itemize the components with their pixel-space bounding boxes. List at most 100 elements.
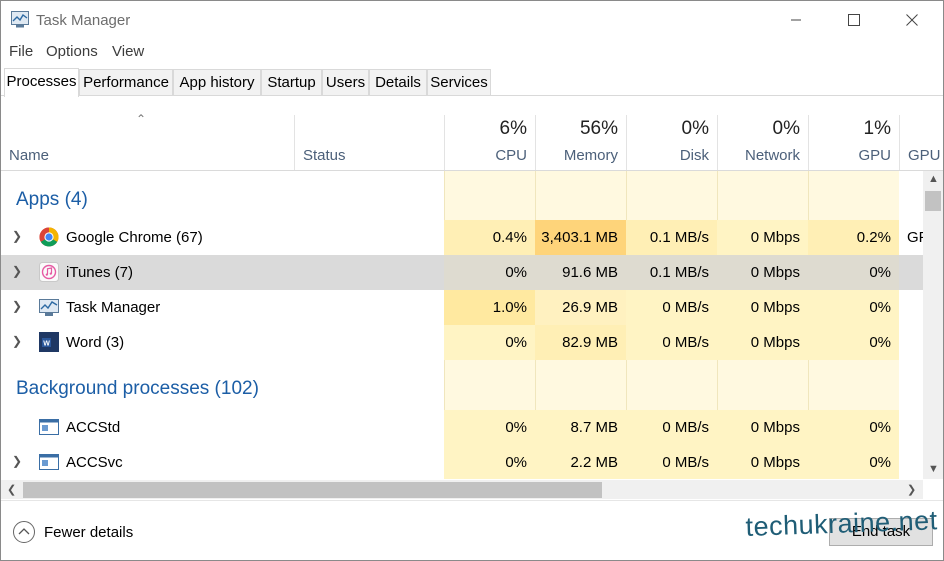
header-cpu-label: CPU <box>495 147 527 164</box>
maximize-button[interactable] <box>825 1 883 39</box>
gpu-value: 0% <box>869 264 891 281</box>
scroll-left-arrow-icon[interactable]: ❮ <box>7 484 17 496</box>
tab-strip: Processes Performance App history Startu… <box>1 68 943 97</box>
process-name: ACCStd <box>66 419 121 436</box>
memory-value: 26.9 MB <box>562 299 618 316</box>
tab-underline <box>1 95 943 96</box>
task-manager-icon <box>11 11 29 28</box>
minimize-icon <box>791 19 801 21</box>
gpu-value: 0% <box>869 334 891 351</box>
maximize-icon <box>848 14 860 26</box>
itunes-icon <box>39 262 59 282</box>
menu-options[interactable]: Options <box>46 43 98 60</box>
header-disk[interactable]: 0% Disk <box>626 115 717 170</box>
header-cpu[interactable]: 6% CPU <box>444 115 535 170</box>
window-title: Task Manager <box>36 12 131 29</box>
table-row[interactable]: ❯ ACCSvc 0% 2.2 MB 0 MB/s 0 Mbps 0% <box>1 445 923 479</box>
header-name-label: Name <box>9 147 50 164</box>
disk-value: 0 MB/s <box>662 454 709 471</box>
horizontal-scroll-thumb[interactable] <box>23 482 602 498</box>
tab-users[interactable]: Users <box>322 69 369 95</box>
footer-bar: Fewer details End task <box>1 500 943 560</box>
table-row[interactable]: ❯ Task Manager 1.0% 26.9 MB 0 MB/s 0 Mbp… <box>1 290 923 325</box>
tab-services[interactable]: Services <box>427 69 491 95</box>
close-icon <box>906 14 918 26</box>
scroll-down-arrow-icon[interactable]: ▼ <box>928 463 939 475</box>
header-gpu[interactable]: 1% GPU <box>808 115 899 170</box>
header-network[interactable]: 0% Network <box>717 115 808 170</box>
gpu-value: 0.2% <box>856 229 891 246</box>
cpu-value: 0.4% <box>492 229 527 246</box>
vertical-scrollbar[interactable] <box>923 171 943 479</box>
service-window-icon <box>39 454 59 470</box>
header-memory[interactable]: 56% Memory <box>535 115 626 170</box>
cpu-value: 0% <box>505 264 527 281</box>
memory-value: 82.9 MB <box>562 334 618 351</box>
cpu-value: 1.0% <box>492 299 527 316</box>
header-gpu-engine[interactable]: GPU e <box>899 115 943 170</box>
gpu-value: 0% <box>869 299 891 316</box>
disk-value: 0.1 MB/s <box>649 264 709 281</box>
network-value: 0 Mbps <box>750 419 800 436</box>
header-gpu-label: GPU <box>858 147 891 164</box>
gpu-engine-value: GP <box>907 229 923 246</box>
service-window-icon <box>39 419 59 435</box>
tab-processes[interactable]: Processes <box>4 68 79 97</box>
tab-app-history[interactable]: App history <box>173 69 261 95</box>
cpu-value: 0% <box>505 334 527 351</box>
svg-text:W: W <box>43 341 50 348</box>
menu-view[interactable]: View <box>112 43 145 60</box>
process-list: Apps (4) ❯ Google Chrome (67) 0.4% 3,403… <box>1 171 923 479</box>
disk-value: 0 MB/s <box>662 419 709 436</box>
gpu-value: 0% <box>869 419 891 436</box>
header-status-label: Status <box>303 147 346 164</box>
group-apps: Apps (4) <box>16 189 88 210</box>
header-gpu-engine-label: GPU e <box>908 147 943 164</box>
header-network-label: Network <box>744 147 800 164</box>
chrome-icon <box>39 227 59 247</box>
task-manager-icon <box>39 299 59 316</box>
tab-details[interactable]: Details <box>369 69 427 95</box>
tab-startup[interactable]: Startup <box>261 69 322 95</box>
title-bar[interactable]: Task Manager <box>1 1 943 39</box>
expand-chevron-icon[interactable]: ❯ <box>12 264 23 278</box>
expand-chevron-icon[interactable]: ❯ <box>12 454 23 468</box>
table-row[interactable]: ACCStd 0% 8.7 MB 0 MB/s 0 Mbps 0% <box>1 410 923 445</box>
header-disk-pct: 0% <box>681 118 709 139</box>
table-row[interactable]: ❯ W Word (3) 0% 82.9 MB 0 MB/s 0 Mbps 0% <box>1 325 923 360</box>
cpu-value: 0% <box>505 419 527 436</box>
sort-up-icon: ⌃ <box>136 112 147 126</box>
table-row[interactable]: ❯ Google Chrome (67) 0.4% 3,403.1 MB 0.1… <box>1 220 923 255</box>
close-button[interactable] <box>883 1 941 39</box>
process-name: Google Chrome (67) <box>66 229 203 246</box>
tab-performance[interactable]: Performance <box>79 69 173 95</box>
scroll-right-arrow-icon[interactable]: ❯ <box>907 484 917 496</box>
process-name: ACCSvc <box>66 454 123 471</box>
minimize-button[interactable] <box>767 1 825 39</box>
header-status[interactable]: Status <box>294 115 444 170</box>
header-disk-label: Disk <box>679 147 709 164</box>
expand-chevron-icon[interactable]: ❯ <box>12 229 23 243</box>
cpu-value: 0% <box>505 454 527 471</box>
fewer-details-link[interactable]: Fewer details <box>44 524 134 541</box>
header-gpu-pct: 1% <box>863 118 891 139</box>
scroll-up-arrow-icon[interactable]: ▲ <box>928 173 939 185</box>
menu-file[interactable]: File <box>9 43 34 60</box>
memory-value: 91.6 MB <box>562 264 618 281</box>
expand-chevron-icon[interactable]: ❯ <box>12 334 23 348</box>
disk-value: 0.1 MB/s <box>649 229 709 246</box>
expand-chevron-icon[interactable]: ❯ <box>12 299 23 313</box>
memory-value: 3,403.1 MB <box>541 229 618 246</box>
network-value: 0 Mbps <box>750 299 800 316</box>
vertical-scroll-thumb[interactable] <box>925 191 941 211</box>
header-memory-pct: 56% <box>579 118 618 139</box>
chevron-up-circle-icon[interactable] <box>13 521 35 543</box>
disk-value: 0 MB/s <box>662 299 709 316</box>
process-name: Task Manager <box>66 299 161 316</box>
header-name[interactable]: ⌃ Name <box>1 112 294 170</box>
table-row-selected[interactable]: ❯ iTunes (7) 0% 91.6 MB 0.1 MB/s 0 Mbps … <box>1 255 923 290</box>
memory-value: 8.7 MB <box>570 419 618 436</box>
gpu-value: 0% <box>869 454 891 471</box>
end-task-button[interactable]: End task <box>829 518 933 546</box>
process-name: iTunes (7) <box>66 264 133 281</box>
